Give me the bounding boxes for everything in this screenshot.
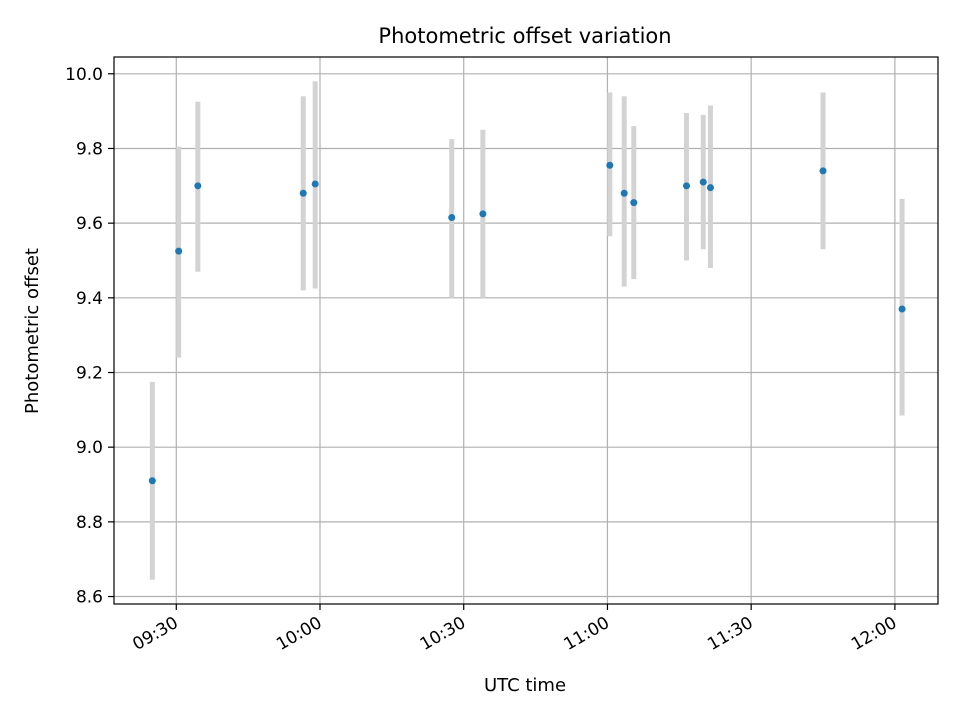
data-point [630,199,638,207]
data-point [682,182,690,190]
y-tick-label: 9.4 [76,289,103,309]
data-points [148,161,906,485]
data-point [620,189,628,197]
data-point [898,305,906,313]
data-point [299,189,307,197]
data-point [606,161,614,169]
y-tick-label: 9.6 [76,214,103,234]
y-axis-title: Photometric offset [22,248,43,414]
data-point [819,167,827,175]
chart-title: Photometric offset variation [378,24,671,48]
y-tick-label: 8.8 [76,513,103,533]
data-point [479,210,487,218]
data-point [706,184,714,192]
y-tick-label: 8.6 [76,588,103,608]
x-axis-title: UTC time [484,675,566,696]
y-tick-label: 9.2 [76,364,103,384]
y-tick-label: 9.0 [76,438,103,458]
data-point [175,247,183,255]
grid-lines [114,57,938,604]
plot-frame [113,56,939,605]
y-tick-label: 9.8 [76,139,103,159]
data-point [448,214,456,222]
y-axis-ticks: 8.6 8.8 9.0 9.2 9.4 9.6 9.8 10.0 [65,65,114,608]
data-point [699,178,707,186]
data-point [148,477,156,485]
data-point [311,180,319,188]
data-point [194,182,202,190]
y-tick-label: 10.0 [65,65,103,85]
